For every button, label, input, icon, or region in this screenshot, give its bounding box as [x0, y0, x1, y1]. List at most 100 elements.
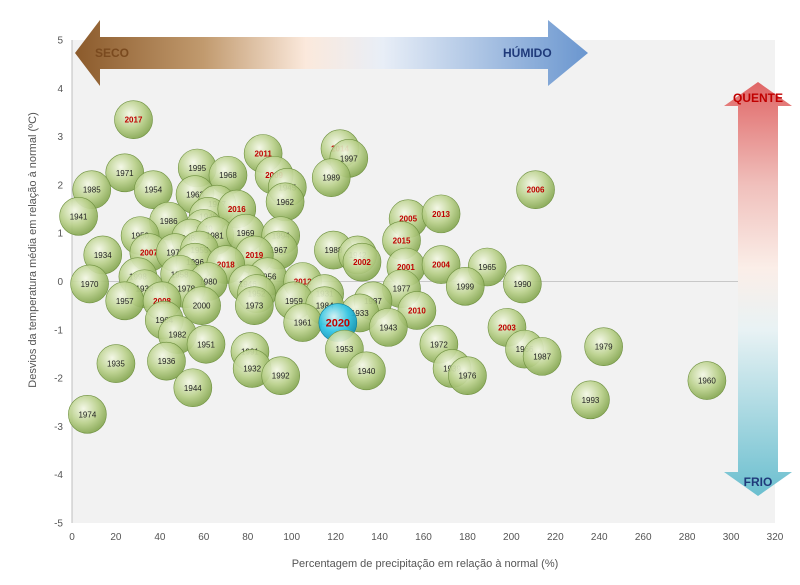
bubble-year-label: 1989	[322, 174, 340, 183]
x-tick-label: 220	[547, 532, 564, 543]
bubble-point-1974: 1974	[68, 395, 107, 434]
bubble-year-label: 1943	[379, 323, 397, 332]
bubble-year-label: 1993	[582, 396, 600, 405]
bubble-year-label: 1995	[188, 164, 206, 173]
y-tick-label: 0	[57, 277, 63, 288]
bubble-year-label: 1957	[116, 297, 134, 306]
x-tick-label: 180	[459, 532, 476, 543]
bubble	[311, 158, 351, 197]
bubble-year-label: 1960	[698, 377, 716, 386]
bubble-point-1962: 1962	[265, 182, 305, 222]
bubble-point-1940: 1940	[347, 351, 386, 391]
bubble-year-label: 1940	[357, 367, 375, 376]
bubble	[369, 308, 408, 347]
bubble-point-1970: 1970	[70, 264, 109, 304]
y-tick-label: -2	[54, 374, 63, 385]
bubble-point-1935: 1935	[96, 344, 136, 383]
x-tick-label: 80	[242, 532, 254, 543]
bubble-year-label: 1933	[351, 309, 369, 318]
x-tick-label: 140	[371, 532, 388, 543]
x-tick-label: 160	[415, 532, 432, 543]
bubble-point-1987: 1987	[522, 337, 562, 376]
bubble-point-1954: 1954	[133, 170, 173, 210]
bubble-year-label: 1999	[456, 282, 474, 291]
bubble-point-2010: 2010	[397, 291, 437, 330]
bubble	[70, 264, 109, 304]
bubble	[147, 341, 186, 381]
bubble	[114, 100, 153, 139]
bubble-year-label: 2007	[140, 249, 158, 258]
bubble-year-label: 2012	[294, 278, 312, 287]
bubble-year-label: 1938	[136, 285, 154, 294]
bubble-year-label: 1992	[272, 372, 290, 381]
bubble-year-label: 2013	[432, 210, 450, 219]
bubble-year-label: 2017	[125, 116, 143, 125]
y-tick-label: -5	[54, 519, 63, 530]
y-axis-title: Desvios da temperatura média em relação …	[27, 112, 39, 387]
bubble-point-1971: 1971	[105, 153, 145, 193]
bubble-year-label: 2002	[353, 258, 371, 267]
bubble-year-label: 1934	[94, 251, 112, 260]
bubble-point-1957: 1957	[105, 281, 145, 321]
bubble	[342, 242, 382, 282]
bubble-point-1961: 1961	[283, 303, 322, 342]
bubble-year-label: 1969	[237, 229, 255, 238]
x-tick-label: 300	[723, 532, 740, 543]
bubble	[522, 337, 562, 376]
bubble-point-1936: 1936	[147, 341, 186, 381]
bubble-point-2002: 2002	[342, 242, 382, 282]
bubble	[96, 344, 136, 383]
bubble-year-label: 1962	[276, 198, 294, 207]
bubble-point-1944: 1944	[173, 368, 213, 408]
bubble	[445, 267, 485, 306]
bubble-point-1990: 1990	[503, 264, 542, 304]
bubble-year-label: 1981	[206, 232, 224, 241]
bubble-point-1941: 1941	[59, 196, 98, 236]
bubble-point-1989: 1989	[311, 158, 351, 197]
hot-cold-arrow	[724, 82, 792, 496]
bubble-year-label: 1985	[83, 186, 101, 195]
bubble-year-label: 1956	[259, 273, 277, 282]
bubble-year-label: 1965	[478, 263, 496, 272]
bubble-point-1979: 1979	[584, 327, 623, 367]
dry-label: SECO	[95, 46, 129, 60]
bubble	[687, 361, 727, 400]
bubble-year-label: 1990	[513, 280, 531, 289]
bubble-year-label: 1961	[294, 319, 312, 328]
x-tick-label: 40	[154, 532, 166, 543]
bubble-year-label: 1954	[144, 186, 162, 195]
bubble-year-label: 1963	[186, 191, 204, 200]
bubble-year-label: 2010	[408, 306, 426, 315]
bubble	[397, 291, 437, 330]
bubble	[68, 395, 107, 434]
bubble-year-label: 1951	[197, 340, 215, 349]
bubble-year-label: 1944	[184, 384, 202, 393]
bubble-point-1973: 1973	[235, 286, 274, 325]
x-tick-label: 0	[69, 532, 75, 543]
bubble-series: 2017197119951968201120091945201419971989…	[59, 100, 727, 434]
bubble-year-label: 1935	[107, 360, 125, 369]
bubble-year-label: 2015	[393, 236, 411, 245]
hot-label: QUENTE	[733, 91, 783, 105]
bubble-point-1951: 1951	[186, 324, 226, 364]
bubble	[448, 356, 487, 395]
bubble-year-label: 2011	[254, 150, 272, 159]
bubble	[59, 196, 98, 236]
bubble-year-label: 1986	[160, 217, 178, 226]
bubble	[571, 380, 610, 420]
x-tick-labels: 0 20 40 60 80 100 120 140 160 180 200 220 240 260 280 3…	[69, 532, 784, 543]
y-tick-label: -3	[54, 422, 63, 433]
bubble-point-1976: 1976	[448, 356, 487, 395]
bubble	[182, 286, 221, 325]
bubble-year-label: 1997	[340, 154, 358, 163]
x-tick-label: 60	[198, 532, 210, 543]
bubble-point-2000: 2000	[182, 286, 221, 325]
bubble	[421, 194, 461, 234]
bubble-point-1943: 1943	[369, 308, 408, 347]
bubble-year-label: 1973	[245, 302, 263, 311]
bubble-year-label: 1982	[169, 331, 187, 340]
x-tick-label: 260	[635, 532, 652, 543]
bubble-year-label: 1975	[166, 249, 184, 258]
bubble	[503, 264, 542, 304]
